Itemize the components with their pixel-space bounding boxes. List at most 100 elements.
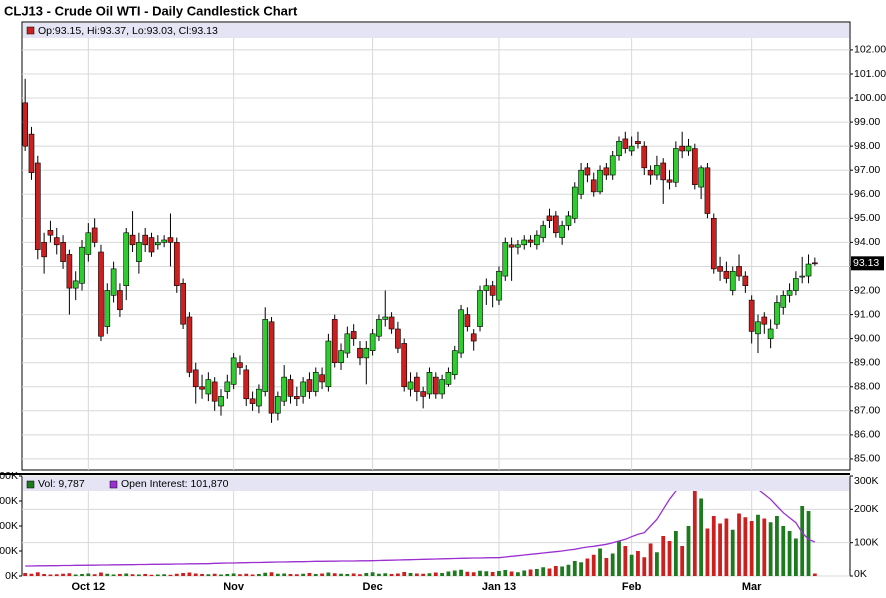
candle-body	[793, 278, 799, 291]
volume-bar	[516, 572, 520, 576]
volume-bar	[92, 574, 97, 576]
volume-bar	[699, 498, 704, 576]
candle-body	[742, 275, 749, 286]
legend-text: Op:93.15, Hi:93.37, Lo:93.03, Cl:93.13	[38, 25, 218, 37]
legend-strip	[23, 477, 849, 491]
candle-body	[91, 227, 98, 243]
volume-bar	[389, 574, 394, 576]
y-tick-label: 95.00	[854, 212, 880, 224]
candle-body	[755, 321, 761, 335]
volume-bar	[534, 569, 539, 576]
candle-body	[584, 167, 591, 176]
volume-bar	[408, 573, 413, 576]
volume-bar	[756, 514, 760, 576]
candle-body	[53, 237, 60, 246]
y-tick-label: 101.00	[854, 68, 886, 80]
volume-bar	[648, 543, 653, 576]
candle-body	[369, 333, 376, 351]
volume-bar	[642, 557, 647, 576]
volume-bar	[301, 573, 306, 576]
legend-swatch	[26, 480, 35, 489]
candle-body	[654, 165, 660, 176]
volume-bar	[718, 523, 722, 576]
volume-bar	[358, 574, 362, 576]
candle-body	[439, 379, 445, 395]
y-tick-label: 88.00	[854, 381, 880, 393]
candle-body	[300, 381, 306, 397]
y-tick-label: 92.00	[854, 284, 880, 296]
candle-body	[578, 169, 584, 195]
candle-body	[515, 244, 521, 248]
candle-body	[552, 215, 559, 234]
y-tick-label: 97.00	[854, 164, 880, 176]
volume-bar	[629, 554, 634, 576]
volume-bar	[143, 574, 148, 576]
candle-body	[344, 333, 351, 354]
volume-bar	[294, 574, 299, 576]
volume-bar	[73, 574, 78, 576]
volume-bar	[174, 573, 179, 576]
volume-bar	[560, 566, 565, 576]
volume-bar	[414, 573, 419, 576]
last-price-box	[851, 256, 884, 271]
candle-body	[319, 374, 325, 383]
volume-bar	[23, 573, 28, 576]
y-tick-label: 300K	[0, 495, 18, 507]
candle-body	[559, 225, 565, 238]
volume-bar	[598, 548, 602, 576]
volume-bar	[250, 574, 255, 576]
candle-body	[704, 167, 711, 214]
legend-text: Open Interest: 101,870	[121, 478, 229, 490]
volume-bar	[636, 551, 640, 576]
volume-bar	[781, 526, 786, 576]
volume-bar	[711, 516, 716, 576]
volume-bar	[395, 573, 400, 576]
legend-swatch	[109, 480, 118, 489]
candle-body	[98, 251, 104, 337]
volume-bar	[591, 554, 596, 576]
candle-body	[167, 237, 174, 243]
volume-bar	[724, 518, 729, 576]
plot-area	[21, 21, 851, 471]
volume-bar	[339, 573, 343, 576]
volume-bar	[528, 569, 533, 576]
volume-bar	[655, 552, 659, 576]
candle-body	[786, 290, 793, 296]
volume-bar	[193, 573, 198, 576]
candle-body	[647, 169, 654, 176]
y-tick-label: 99.00	[854, 116, 880, 128]
volume-bar	[471, 572, 476, 576]
volume-bar	[105, 573, 110, 576]
y-tick-label: 0K	[5, 570, 18, 582]
volume-bar	[377, 573, 381, 576]
legend-text: Vol: 9,787	[38, 478, 85, 490]
x-tick-label: Oct 12	[72, 581, 106, 593]
candle-body	[710, 218, 717, 270]
x-tick-label: Jan 13	[482, 581, 516, 593]
candle-body	[407, 381, 414, 390]
volume-bar	[149, 574, 154, 576]
volume-bar	[80, 574, 84, 576]
candle-body	[180, 282, 186, 325]
candle-body	[489, 285, 496, 296]
y-tick-label: 96.00	[854, 188, 880, 200]
volume-bar	[402, 572, 407, 576]
candle-body	[117, 290, 123, 311]
volume-bar	[313, 574, 318, 576]
candle-body	[148, 237, 155, 253]
y2-tick-label: 200K	[854, 503, 879, 515]
volume-bar	[452, 570, 457, 576]
candle-body	[527, 239, 534, 243]
volume-bar	[478, 570, 482, 576]
candle-body	[388, 316, 395, 330]
volume-bar	[749, 521, 754, 576]
volume-bar	[345, 574, 350, 576]
volume-bar	[673, 531, 678, 576]
candle-body	[691, 148, 698, 185]
volume-bar	[238, 574, 242, 576]
candle-body	[774, 302, 780, 325]
x-tick-label: Mar	[742, 581, 762, 593]
volume-bar	[219, 574, 223, 576]
candle-body	[660, 162, 667, 181]
